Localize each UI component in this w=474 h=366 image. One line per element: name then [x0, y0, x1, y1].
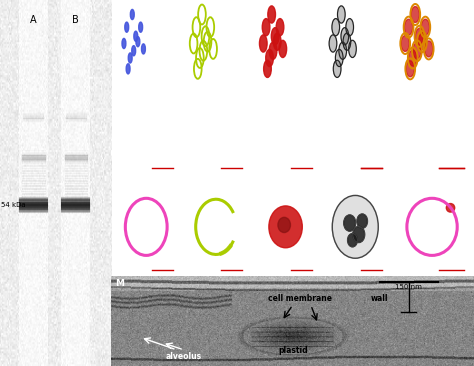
Ellipse shape: [273, 33, 281, 50]
Text: 150 nm: 150 nm: [395, 284, 422, 290]
Ellipse shape: [259, 35, 267, 52]
Text: cell membrane: cell membrane: [268, 294, 332, 303]
Circle shape: [128, 53, 132, 63]
Ellipse shape: [269, 42, 277, 59]
Text: F: F: [324, 5, 330, 14]
Ellipse shape: [346, 19, 354, 36]
Ellipse shape: [266, 49, 273, 67]
Ellipse shape: [336, 49, 343, 67]
Circle shape: [136, 37, 140, 47]
Ellipse shape: [409, 50, 417, 66]
Ellipse shape: [262, 19, 270, 36]
Ellipse shape: [401, 36, 410, 52]
Ellipse shape: [276, 19, 284, 36]
Text: wall: wall: [371, 294, 389, 303]
Circle shape: [357, 214, 367, 228]
Ellipse shape: [332, 19, 339, 36]
Circle shape: [122, 38, 126, 49]
Circle shape: [139, 22, 143, 32]
Ellipse shape: [268, 6, 275, 23]
Text: G: G: [394, 5, 401, 14]
Text: E: E: [254, 5, 260, 14]
Ellipse shape: [337, 6, 345, 23]
Ellipse shape: [418, 34, 426, 50]
Text: A: A: [30, 15, 36, 25]
Circle shape: [132, 46, 136, 56]
Ellipse shape: [406, 61, 414, 77]
Circle shape: [130, 10, 134, 19]
Circle shape: [347, 234, 357, 247]
Ellipse shape: [421, 19, 429, 35]
Ellipse shape: [411, 7, 419, 22]
Ellipse shape: [278, 217, 291, 232]
Text: plastid: plastid: [278, 346, 308, 355]
Circle shape: [353, 226, 365, 243]
Text: L: L: [394, 184, 400, 193]
Text: B: B: [73, 15, 79, 25]
Circle shape: [344, 215, 356, 231]
Ellipse shape: [404, 19, 413, 35]
Text: H: H: [115, 184, 122, 193]
Ellipse shape: [341, 27, 349, 45]
Ellipse shape: [339, 42, 346, 59]
Text: I: I: [184, 184, 188, 193]
Ellipse shape: [333, 60, 341, 78]
Ellipse shape: [349, 40, 356, 57]
Ellipse shape: [447, 203, 455, 212]
Ellipse shape: [271, 27, 279, 45]
Text: K: K: [324, 184, 331, 193]
Circle shape: [126, 64, 130, 74]
Ellipse shape: [343, 33, 351, 50]
Ellipse shape: [269, 206, 302, 248]
Ellipse shape: [329, 35, 337, 52]
Ellipse shape: [413, 43, 421, 59]
Ellipse shape: [264, 60, 271, 78]
Circle shape: [125, 22, 128, 32]
Ellipse shape: [279, 40, 287, 57]
Text: 54 kDa: 54 kDa: [1, 202, 26, 208]
Circle shape: [142, 44, 146, 54]
Ellipse shape: [425, 41, 433, 57]
Text: M: M: [115, 279, 124, 288]
Text: alveolus: alveolus: [166, 352, 202, 361]
Text: C: C: [115, 5, 121, 14]
Circle shape: [332, 195, 378, 258]
Text: D: D: [184, 5, 192, 14]
Circle shape: [134, 31, 138, 41]
Text: J: J: [254, 184, 257, 193]
Ellipse shape: [415, 28, 424, 44]
